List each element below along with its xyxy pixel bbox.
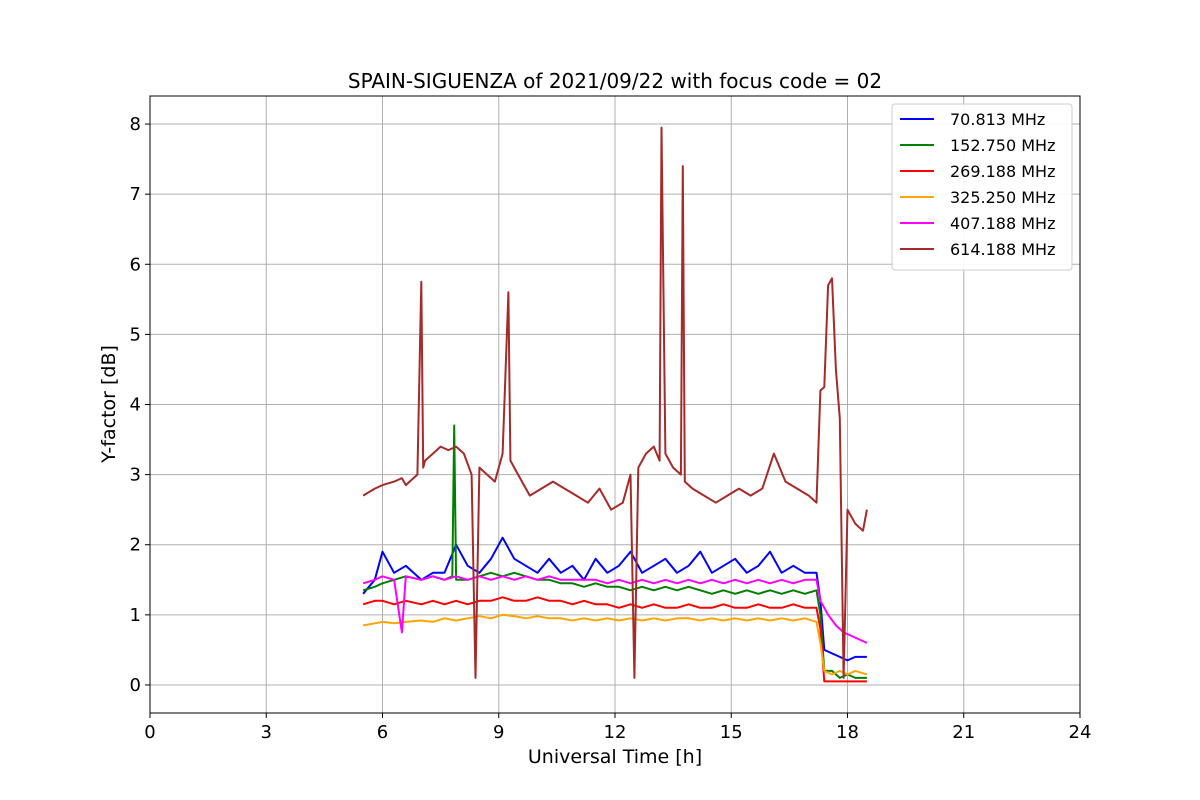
y-tick-label: 7 xyxy=(130,184,141,205)
legend-box xyxy=(891,103,1073,271)
series-line-3 xyxy=(362,613,868,676)
y-tick-label: 1 xyxy=(130,605,141,626)
plot-area xyxy=(362,126,868,683)
x-tick-label: 15 xyxy=(720,722,743,743)
y-tick-label: 5 xyxy=(130,324,141,345)
y-tick-label: 6 xyxy=(130,254,141,275)
x-tick-label: 0 xyxy=(144,722,155,743)
series-line-4 xyxy=(362,575,868,644)
series-line-5 xyxy=(362,126,868,679)
x-tick-label: 3 xyxy=(261,722,272,743)
x-tick-label: 24 xyxy=(1069,722,1092,743)
chart-title: SPAIN-SIGUENZA of 2021/09/22 with focus … xyxy=(348,69,882,93)
series-line-2 xyxy=(362,596,867,683)
legend-label: 407.188 MHz xyxy=(950,214,1055,233)
x-tick-label: 12 xyxy=(604,722,627,743)
x-tick-label: 18 xyxy=(836,722,859,743)
x-tick-label: 6 xyxy=(377,722,388,743)
y-tick-label: 2 xyxy=(130,535,141,556)
legend-label: 152.750 MHz xyxy=(950,136,1055,155)
legend-label: 269.188 MHz xyxy=(950,162,1055,181)
legend-label: 70.813 MHz xyxy=(950,110,1045,129)
y-tick-label: 0 xyxy=(130,675,141,696)
x-tick-label: 9 xyxy=(493,722,504,743)
y-tick-label: 3 xyxy=(130,465,141,486)
series-line-1 xyxy=(362,424,867,679)
y-axis-title: Y-factor [dB] xyxy=(98,345,120,464)
legend-label: 325.250 MHz xyxy=(950,188,1055,207)
legend: 70.813 MHz 152.750 MHz 269.188 MHz 325.250 … xyxy=(891,103,1073,271)
x-tick-label: 21 xyxy=(952,722,975,743)
x-axis: 0 3 6 9 12 15 18 21 24 xyxy=(144,713,1091,743)
legend-label: 614.188 MHz xyxy=(950,240,1055,259)
y-tick-label: 4 xyxy=(130,395,141,416)
x-axis-title: Universal Time [h] xyxy=(528,746,702,768)
y-axis: 0 1 2 3 4 5 6 7 8 xyxy=(130,114,150,696)
y-tick-label: 8 xyxy=(130,114,141,135)
